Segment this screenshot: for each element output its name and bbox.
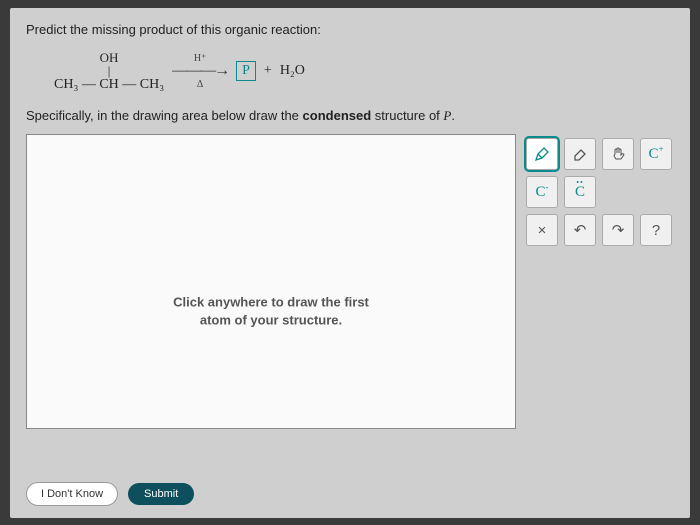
eraser-icon [572, 146, 588, 162]
canvas-hint-line2: atom of your structure. [200, 312, 342, 327]
tool-palette: C+ C- •• C × ↶ ↷ ? [526, 138, 678, 429]
c-plus-base: C [648, 146, 658, 163]
question-panel: Predict the missing product of this orga… [10, 8, 690, 518]
redo-tool[interactable]: ↷ [602, 214, 634, 246]
hand-icon [610, 146, 626, 162]
reaction-arrow: H⁺ ———→ Δ [172, 53, 228, 89]
instruction-text: Specifically, in the drawing area below … [26, 108, 674, 124]
palette-row-3: × ↶ ↷ ? [526, 214, 678, 246]
canvas-hint-line1: Click anywhere to draw the first [173, 295, 369, 310]
arrow-bottom-label: Δ [197, 79, 203, 90]
eraser-tool[interactable] [564, 138, 596, 170]
redo-icon: ↷ [612, 221, 625, 239]
undo-tool[interactable]: ↶ [564, 214, 596, 246]
arrow-glyph: ———→ [172, 64, 228, 78]
submit-button[interactable]: Submit [128, 483, 194, 505]
instruction-suffix: structure of [371, 108, 443, 123]
undo-icon: ↶ [574, 221, 587, 239]
reaction-row: OH | CH₃ — CH — CH₃ H⁺ ———→ Δ P + H₂O [54, 51, 674, 93]
reactant-connector: | [54, 64, 164, 78]
product-placeholder: P [236, 61, 256, 81]
palette-row-2: C- •• C [526, 176, 678, 208]
c-dots-tool[interactable]: •• C [564, 176, 596, 208]
instruction-period: . [451, 108, 455, 123]
help-icon: ? [652, 222, 660, 239]
c-plus-tool[interactable]: C+ [640, 138, 672, 170]
pencil-icon [534, 146, 550, 162]
help-tool[interactable]: ? [640, 214, 672, 246]
reactant-top: OH [54, 51, 164, 65]
instruction-bold: condensed [303, 108, 372, 123]
c-minus-base: C [535, 184, 545, 201]
i-dont-know-button[interactable]: I Don't Know [26, 482, 118, 506]
work-area: Click anywhere to draw the first atom of… [26, 134, 674, 429]
footer-buttons: I Don't Know Submit [26, 482, 194, 506]
instruction-prefix: Specifically, in the drawing area below … [26, 108, 303, 123]
palette-row-1: C+ [526, 138, 678, 170]
canvas-hint: Click anywhere to draw the first atom of… [173, 294, 369, 329]
close-tool[interactable]: × [526, 214, 558, 246]
hand-tool[interactable] [602, 138, 634, 170]
c-plus-sup: + [658, 144, 663, 154]
close-icon: × [538, 222, 547, 239]
byproduct: H₂O [280, 63, 305, 79]
c-dots-mark: •• [565, 178, 595, 187]
c-minus-sup: - [546, 182, 549, 192]
pencil-tool[interactable] [526, 138, 558, 170]
plus-sign: + [264, 63, 272, 79]
reactant-structure: OH | CH₃ — CH — CH₃ [54, 51, 164, 93]
prompt-text: Predict the missing product of this orga… [26, 22, 674, 37]
drawing-canvas[interactable]: Click anywhere to draw the first atom of… [26, 134, 516, 429]
reactant-bottom: CH₃ — CH — CH₃ [54, 78, 164, 93]
c-minus-tool[interactable]: C- [526, 176, 558, 208]
